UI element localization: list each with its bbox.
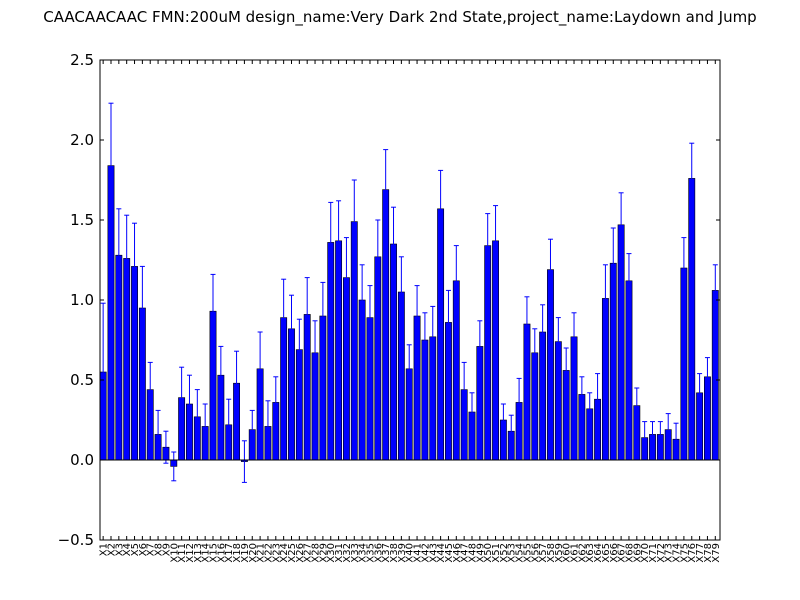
- x-tick-label: X43: [428, 543, 439, 563]
- x-tick-label: X73: [664, 543, 675, 563]
- x-tick-label: X74: [672, 543, 683, 563]
- x-tick-label: X9: [161, 543, 172, 556]
- x-tick-label: X2: [106, 543, 117, 556]
- x-tick-label: X7: [146, 543, 157, 556]
- x-tick-label: X78: [703, 543, 714, 563]
- x-tick-label: X27: [303, 543, 314, 563]
- y-tick-label: 0.5: [70, 371, 94, 389]
- x-tick-label: X57: [538, 543, 549, 563]
- x-tick-label: X8: [154, 543, 165, 556]
- x-tick-label: X60: [562, 543, 573, 563]
- x-tick-label: X72: [656, 543, 667, 563]
- bar: [688, 178, 696, 461]
- x-tick-label: X56: [530, 543, 541, 563]
- x-tick-label: X39: [397, 543, 408, 563]
- x-tick-label: X34: [358, 543, 369, 563]
- x-tick-label: X67: [617, 543, 628, 563]
- x-tick-label: X20: [248, 543, 259, 563]
- x-tick-label: X5: [130, 543, 141, 556]
- x-tick-label: X29: [318, 543, 329, 563]
- x-tick-label: X69: [632, 543, 643, 563]
- x-tick-label: X23: [271, 543, 282, 563]
- x-tick-label: X3: [114, 543, 125, 556]
- x-tick-label: X37: [381, 543, 392, 563]
- x-tick-label: X58: [546, 543, 557, 563]
- x-tick-label: X79: [711, 543, 722, 563]
- x-tick-label: X77: [695, 543, 706, 563]
- x-tick-label: X40: [405, 543, 416, 563]
- x-tick-label: X53: [507, 543, 518, 563]
- y-tick-label: 1.5: [70, 211, 94, 229]
- x-tick-label: X46: [452, 543, 463, 563]
- x-tick-label: X10: [169, 543, 180, 563]
- x-tick-label: X11: [177, 543, 188, 563]
- x-tick-label: X36: [373, 543, 384, 563]
- x-tick-label: X38: [389, 543, 400, 563]
- x-tick-label: X42: [420, 543, 431, 563]
- x-tick-label: X13: [193, 543, 204, 563]
- x-tick-label: X14: [201, 543, 212, 563]
- y-tick-label: −0.5: [58, 531, 94, 549]
- x-tick-label: X70: [640, 543, 651, 563]
- x-tick-label: X1: [99, 543, 110, 556]
- x-tick-label: X62: [577, 543, 588, 563]
- x-tick-label: X28: [311, 543, 322, 563]
- bar: [382, 189, 390, 461]
- x-tick-label: X12: [185, 543, 196, 563]
- x-tick-label: X19: [240, 543, 251, 563]
- x-tick-label: X68: [624, 543, 635, 563]
- x-tick-label: X32: [342, 543, 353, 563]
- x-tick-label: X61: [570, 543, 581, 563]
- x-tick-label: X51: [491, 543, 502, 563]
- y-tick-label: 0.0: [70, 451, 94, 469]
- x-tick-label: X44: [436, 543, 447, 563]
- x-tick-label: X33: [350, 543, 361, 563]
- x-tick-label: X54: [515, 543, 526, 563]
- x-tick-label: X18: [232, 543, 243, 563]
- x-tick-label: X71: [648, 543, 659, 563]
- x-tick-label: X24: [279, 543, 290, 563]
- y-tick-label: 2.0: [70, 131, 94, 149]
- x-tick-label: X48: [468, 543, 479, 563]
- x-tick-label: X22: [263, 543, 274, 563]
- x-tick-label: X15: [209, 543, 220, 563]
- x-tick-label: X6: [138, 543, 149, 556]
- x-tick-label: X49: [475, 543, 486, 563]
- x-tick-label: X16: [216, 543, 227, 563]
- x-tick-label: X65: [601, 543, 612, 563]
- x-tick-label: X55: [522, 543, 533, 563]
- x-tick-label: X25: [287, 543, 298, 563]
- x-tick-label: X75: [679, 543, 690, 563]
- x-tick-label: X47: [460, 543, 471, 563]
- chart-title: CAACAACAAC FMN:200uM design_name:Very Da…: [43, 8, 757, 26]
- x-tick-label: X64: [593, 543, 604, 563]
- x-tick-label: X66: [609, 543, 620, 563]
- x-tick-label: X26: [295, 543, 306, 563]
- x-tick-label: X21: [256, 543, 267, 563]
- y-tick-label: 1.0: [70, 291, 94, 309]
- x-tick-label: X35: [365, 543, 376, 563]
- x-tick-label: X31: [334, 543, 345, 563]
- x-tick-label: X50: [483, 543, 494, 563]
- x-tick-label: X17: [224, 543, 235, 563]
- x-tick-label: X30: [326, 543, 337, 563]
- x-tick-label: X59: [554, 543, 565, 563]
- bar: [617, 224, 625, 461]
- x-tick-label: X52: [499, 543, 510, 563]
- x-tick-label: X76: [687, 543, 698, 563]
- x-tick-label: X4: [122, 543, 133, 556]
- x-tick-label: X63: [585, 543, 596, 563]
- y-tick-label: 2.5: [70, 51, 94, 69]
- x-tick-label: X45: [444, 543, 455, 563]
- x-tick-label: X41: [413, 543, 424, 563]
